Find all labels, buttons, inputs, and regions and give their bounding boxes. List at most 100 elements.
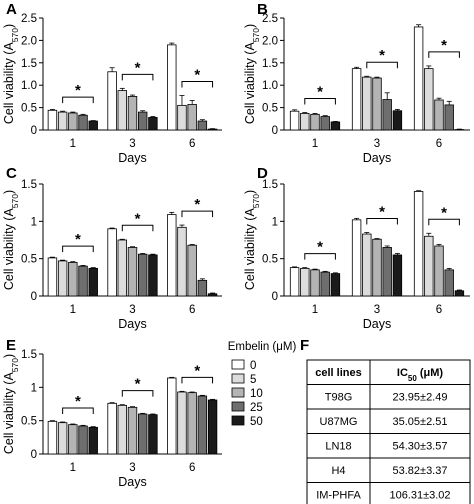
bar xyxy=(207,399,218,455)
bar xyxy=(148,414,158,455)
panel-letter: B xyxy=(257,1,268,18)
x-axis-label: Days xyxy=(118,317,146,331)
table-cell: T98G xyxy=(325,392,353,404)
x-axis-label: Days xyxy=(118,151,146,165)
bar xyxy=(47,257,58,297)
significance-bracket xyxy=(366,218,398,225)
significance-star: * xyxy=(135,210,141,227)
bar xyxy=(187,244,197,297)
y-tick-label: 0.5 xyxy=(262,103,278,115)
bar xyxy=(351,68,362,131)
x-tick-label: 3 xyxy=(374,304,380,316)
x-tick-label: 1 xyxy=(312,138,318,150)
bar xyxy=(320,271,330,297)
bar xyxy=(372,77,382,131)
bar xyxy=(197,279,208,297)
bar xyxy=(392,110,403,131)
y-tick-label: 1.0 xyxy=(262,80,278,92)
bar xyxy=(289,110,300,131)
significance-bracket xyxy=(428,218,460,226)
table-cell: 54.30±3.57 xyxy=(393,441,448,453)
significance-star: * xyxy=(317,84,323,101)
bar xyxy=(187,104,197,131)
significance-star: * xyxy=(135,376,141,393)
bar xyxy=(167,214,177,297)
bar xyxy=(107,228,117,297)
x-tick-label: 1 xyxy=(70,138,76,150)
legend-label: 0 xyxy=(250,360,256,372)
panel-letter: D xyxy=(257,165,268,182)
bar xyxy=(207,128,218,131)
bar xyxy=(330,121,341,131)
bar xyxy=(362,76,372,131)
bar xyxy=(310,113,320,131)
significance-bracket xyxy=(121,224,154,232)
significance-bracket xyxy=(181,376,214,384)
y-tick-label: 0 xyxy=(31,291,37,303)
y-tick-label: 1 xyxy=(31,216,37,228)
bar xyxy=(362,233,372,297)
significance-bracket xyxy=(62,407,94,414)
significance-star: * xyxy=(75,231,81,248)
bar xyxy=(424,68,434,131)
y-tick-label: 0.5 xyxy=(21,254,37,266)
significance-star: * xyxy=(194,196,200,213)
bar xyxy=(372,238,382,297)
bar xyxy=(148,117,158,131)
significance-star: * xyxy=(379,47,385,64)
bar xyxy=(454,290,465,297)
bar xyxy=(127,406,138,455)
significance-bracket xyxy=(62,96,94,104)
legend-swatch xyxy=(231,359,245,370)
bar xyxy=(68,112,78,131)
y-tick-label: 0 xyxy=(31,125,37,137)
legend-label: 25 xyxy=(250,402,263,414)
bar xyxy=(78,114,88,131)
panel-letter: C xyxy=(6,165,17,182)
bar xyxy=(137,413,148,455)
significance-bracket xyxy=(304,98,336,105)
x-tick-label: 6 xyxy=(436,138,442,150)
y-tick-label: 1.0 xyxy=(21,80,37,92)
significance-star: * xyxy=(194,67,200,84)
bar xyxy=(68,261,78,297)
significance-star: * xyxy=(75,393,81,410)
y-tick-label: 1 xyxy=(31,382,37,394)
significance-bracket xyxy=(121,390,154,397)
bar xyxy=(107,71,117,131)
bar xyxy=(47,109,58,131)
x-tick-label: 3 xyxy=(374,138,380,150)
bar xyxy=(88,426,98,455)
significance-bracket xyxy=(181,210,214,218)
bar xyxy=(300,113,310,131)
x-tick-label: 6 xyxy=(189,138,195,150)
bar xyxy=(88,267,98,297)
bar xyxy=(68,424,78,455)
bar xyxy=(127,96,138,131)
bar xyxy=(167,44,177,131)
significance-star: * xyxy=(135,59,141,76)
bar xyxy=(57,111,68,131)
bar xyxy=(351,219,362,297)
y-tick-label: 2.5 xyxy=(21,13,37,25)
legend-swatch xyxy=(231,415,245,426)
table-cell: H4 xyxy=(331,465,345,477)
bar xyxy=(434,99,444,131)
significance-star: * xyxy=(75,82,81,99)
bar xyxy=(434,245,444,297)
bar xyxy=(382,247,392,297)
x-tick-label: 6 xyxy=(189,304,195,316)
bar xyxy=(148,254,158,297)
significance-bracket xyxy=(62,245,94,253)
x-axis-label: Days xyxy=(118,475,146,489)
bar xyxy=(78,425,88,455)
legend-swatch xyxy=(231,387,245,398)
bar xyxy=(424,235,434,297)
x-tick-label: 3 xyxy=(129,304,135,316)
table-header-cell: IC50 (μM) xyxy=(397,367,444,383)
